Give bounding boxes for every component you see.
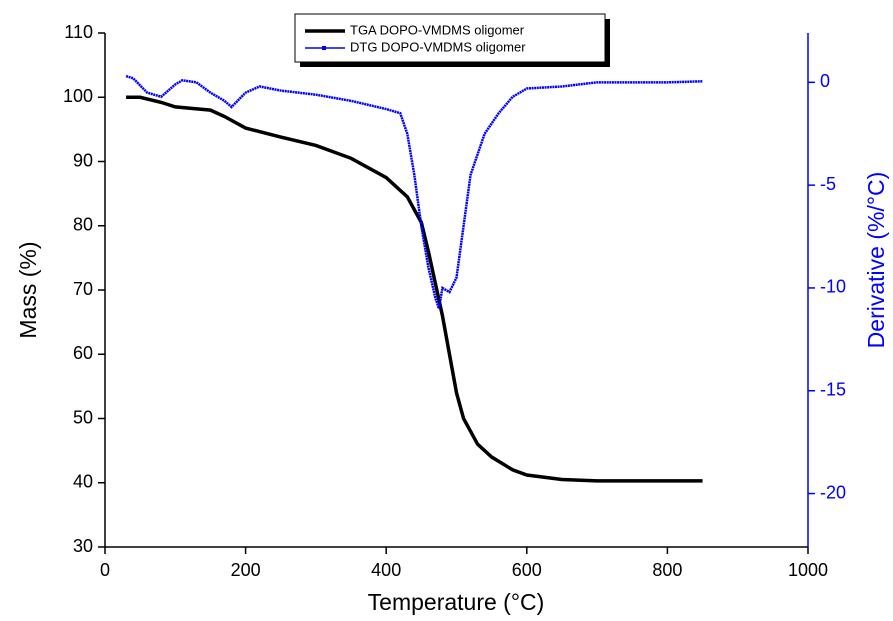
x-tick-label: 200 bbox=[231, 560, 261, 580]
y2-axis-label: Derivative (%/°C) bbox=[863, 172, 889, 349]
line-series bbox=[125, 74, 703, 309]
legend-box bbox=[294, 13, 606, 63]
y2-tick-label: -20 bbox=[820, 482, 846, 502]
x-axis-label: Temperature (°C) bbox=[368, 589, 545, 615]
x-tick-label: 1000 bbox=[788, 560, 828, 580]
y-tick-label: 30 bbox=[73, 536, 93, 556]
legend-label: TGA DOPO-VMDMS oligomer bbox=[350, 22, 525, 37]
y2-tick-label: 0 bbox=[820, 71, 830, 91]
x-tick-label: 600 bbox=[512, 560, 542, 580]
y-tick-label: 50 bbox=[73, 407, 93, 427]
line-series bbox=[126, 95, 703, 483]
y-tick-label: 100 bbox=[63, 86, 93, 106]
y-tick-label: 60 bbox=[73, 343, 93, 363]
y-axis-label: Mass (%) bbox=[15, 241, 41, 338]
y2-tick-label: -5 bbox=[820, 174, 836, 194]
y2-tick-label: -10 bbox=[820, 277, 846, 297]
x-tick-label: 0 bbox=[100, 560, 110, 580]
y-tick-label: 70 bbox=[73, 279, 93, 299]
y2-tick-label: -15 bbox=[820, 379, 846, 399]
x-tick-label: 800 bbox=[652, 560, 682, 580]
x-tick-label: 400 bbox=[371, 560, 401, 580]
legend-marker bbox=[322, 46, 326, 50]
y-tick-label: 40 bbox=[73, 472, 93, 492]
y-tick-label: 90 bbox=[73, 150, 93, 170]
legend-label: DTG DOPO-VMDMS oligomer bbox=[350, 39, 526, 54]
y-tick-label: 110 bbox=[64, 22, 93, 42]
y-tick-label: 80 bbox=[73, 215, 93, 235]
